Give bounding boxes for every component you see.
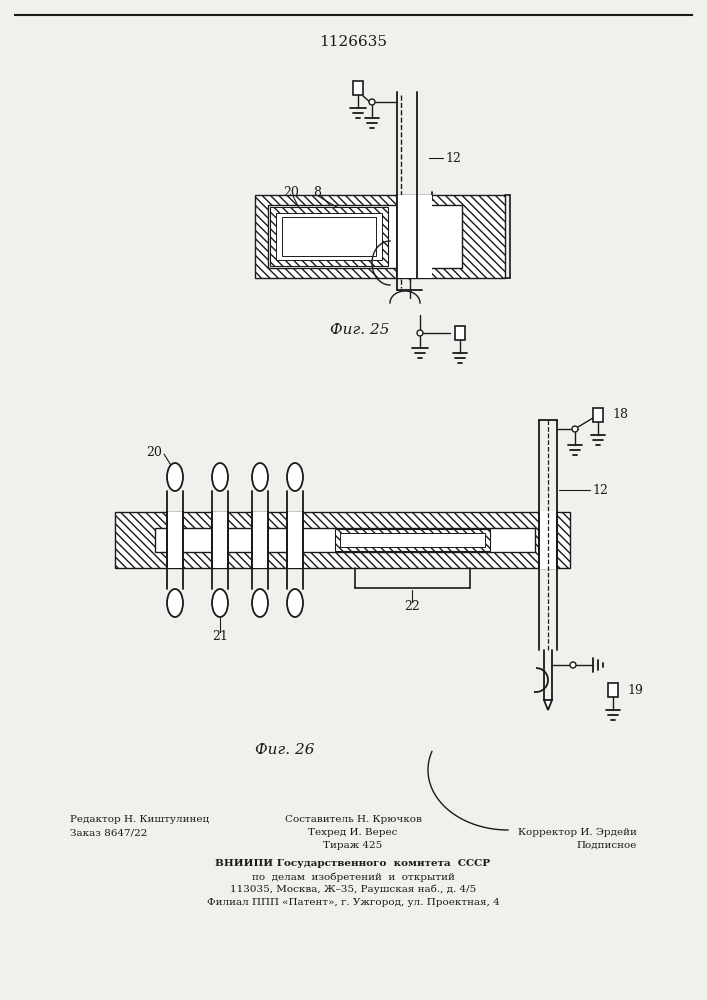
- Text: Фиг. 26: Фиг. 26: [255, 743, 315, 757]
- Ellipse shape: [212, 463, 228, 491]
- Text: 20: 20: [283, 186, 299, 200]
- Bar: [397, 195, 432, 278]
- Circle shape: [417, 330, 423, 336]
- Text: Тираж 425: Тираж 425: [323, 841, 382, 850]
- Text: Корректор И. Эрдейи: Корректор И. Эрдейи: [518, 828, 637, 837]
- Bar: [340, 533, 485, 547]
- Bar: [335, 529, 490, 551]
- Text: Техред И. Верес: Техред И. Верес: [308, 828, 397, 837]
- Circle shape: [369, 99, 375, 105]
- Bar: [540, 512, 570, 568]
- Circle shape: [570, 662, 576, 668]
- Bar: [255, 195, 505, 278]
- Ellipse shape: [167, 463, 183, 491]
- Bar: [539, 511, 557, 569]
- Text: ВНИИПИ Государственного  комитета  СССР: ВНИИПИ Государственного комитета СССР: [216, 859, 491, 868]
- Text: 113035, Москва, Ж–35, Раушская наб., д. 4/5: 113035, Москва, Ж–35, Раушская наб., д. …: [230, 885, 476, 894]
- Text: 18: 18: [612, 408, 628, 422]
- Ellipse shape: [252, 589, 268, 617]
- Bar: [212, 512, 228, 568]
- Text: 12: 12: [592, 484, 608, 496]
- Bar: [455, 326, 465, 340]
- Polygon shape: [404, 213, 416, 280]
- Bar: [276, 213, 382, 260]
- Polygon shape: [544, 700, 552, 710]
- Text: 8: 8: [313, 186, 321, 200]
- Ellipse shape: [252, 463, 268, 491]
- Circle shape: [572, 426, 578, 432]
- Bar: [155, 528, 535, 552]
- Bar: [608, 683, 618, 697]
- Text: 22: 22: [404, 599, 420, 612]
- Bar: [270, 207, 388, 266]
- Text: Составитель Н. Крючков: Составитель Н. Крючков: [284, 815, 421, 824]
- Bar: [353, 81, 363, 95]
- Bar: [282, 217, 376, 256]
- Bar: [167, 512, 183, 568]
- Text: 20: 20: [146, 446, 162, 458]
- Text: Заказ 8647/22: Заказ 8647/22: [70, 828, 147, 837]
- Text: 12: 12: [445, 151, 461, 164]
- Ellipse shape: [287, 589, 303, 617]
- Bar: [593, 408, 603, 422]
- Text: Подписное: Подписное: [577, 841, 637, 850]
- Text: 1126635: 1126635: [319, 35, 387, 49]
- Bar: [115, 512, 540, 568]
- Text: 21: 21: [212, 630, 228, 643]
- Text: Редактор Н. Киштулинец: Редактор Н. Киштулинец: [70, 815, 209, 824]
- Text: Фиг. 25: Фиг. 25: [330, 323, 390, 337]
- Text: 19: 19: [627, 684, 643, 696]
- Ellipse shape: [287, 463, 303, 491]
- Ellipse shape: [212, 589, 228, 617]
- Text: по  делам  изобретений  и  открытий: по делам изобретений и открытий: [252, 872, 455, 882]
- Bar: [287, 512, 303, 568]
- Text: Филиал ППП «Патент», г. Ужгород, ул. Проектная, 4: Филиал ППП «Патент», г. Ужгород, ул. Про…: [206, 898, 499, 907]
- Bar: [252, 512, 268, 568]
- Bar: [268, 205, 462, 268]
- Ellipse shape: [167, 589, 183, 617]
